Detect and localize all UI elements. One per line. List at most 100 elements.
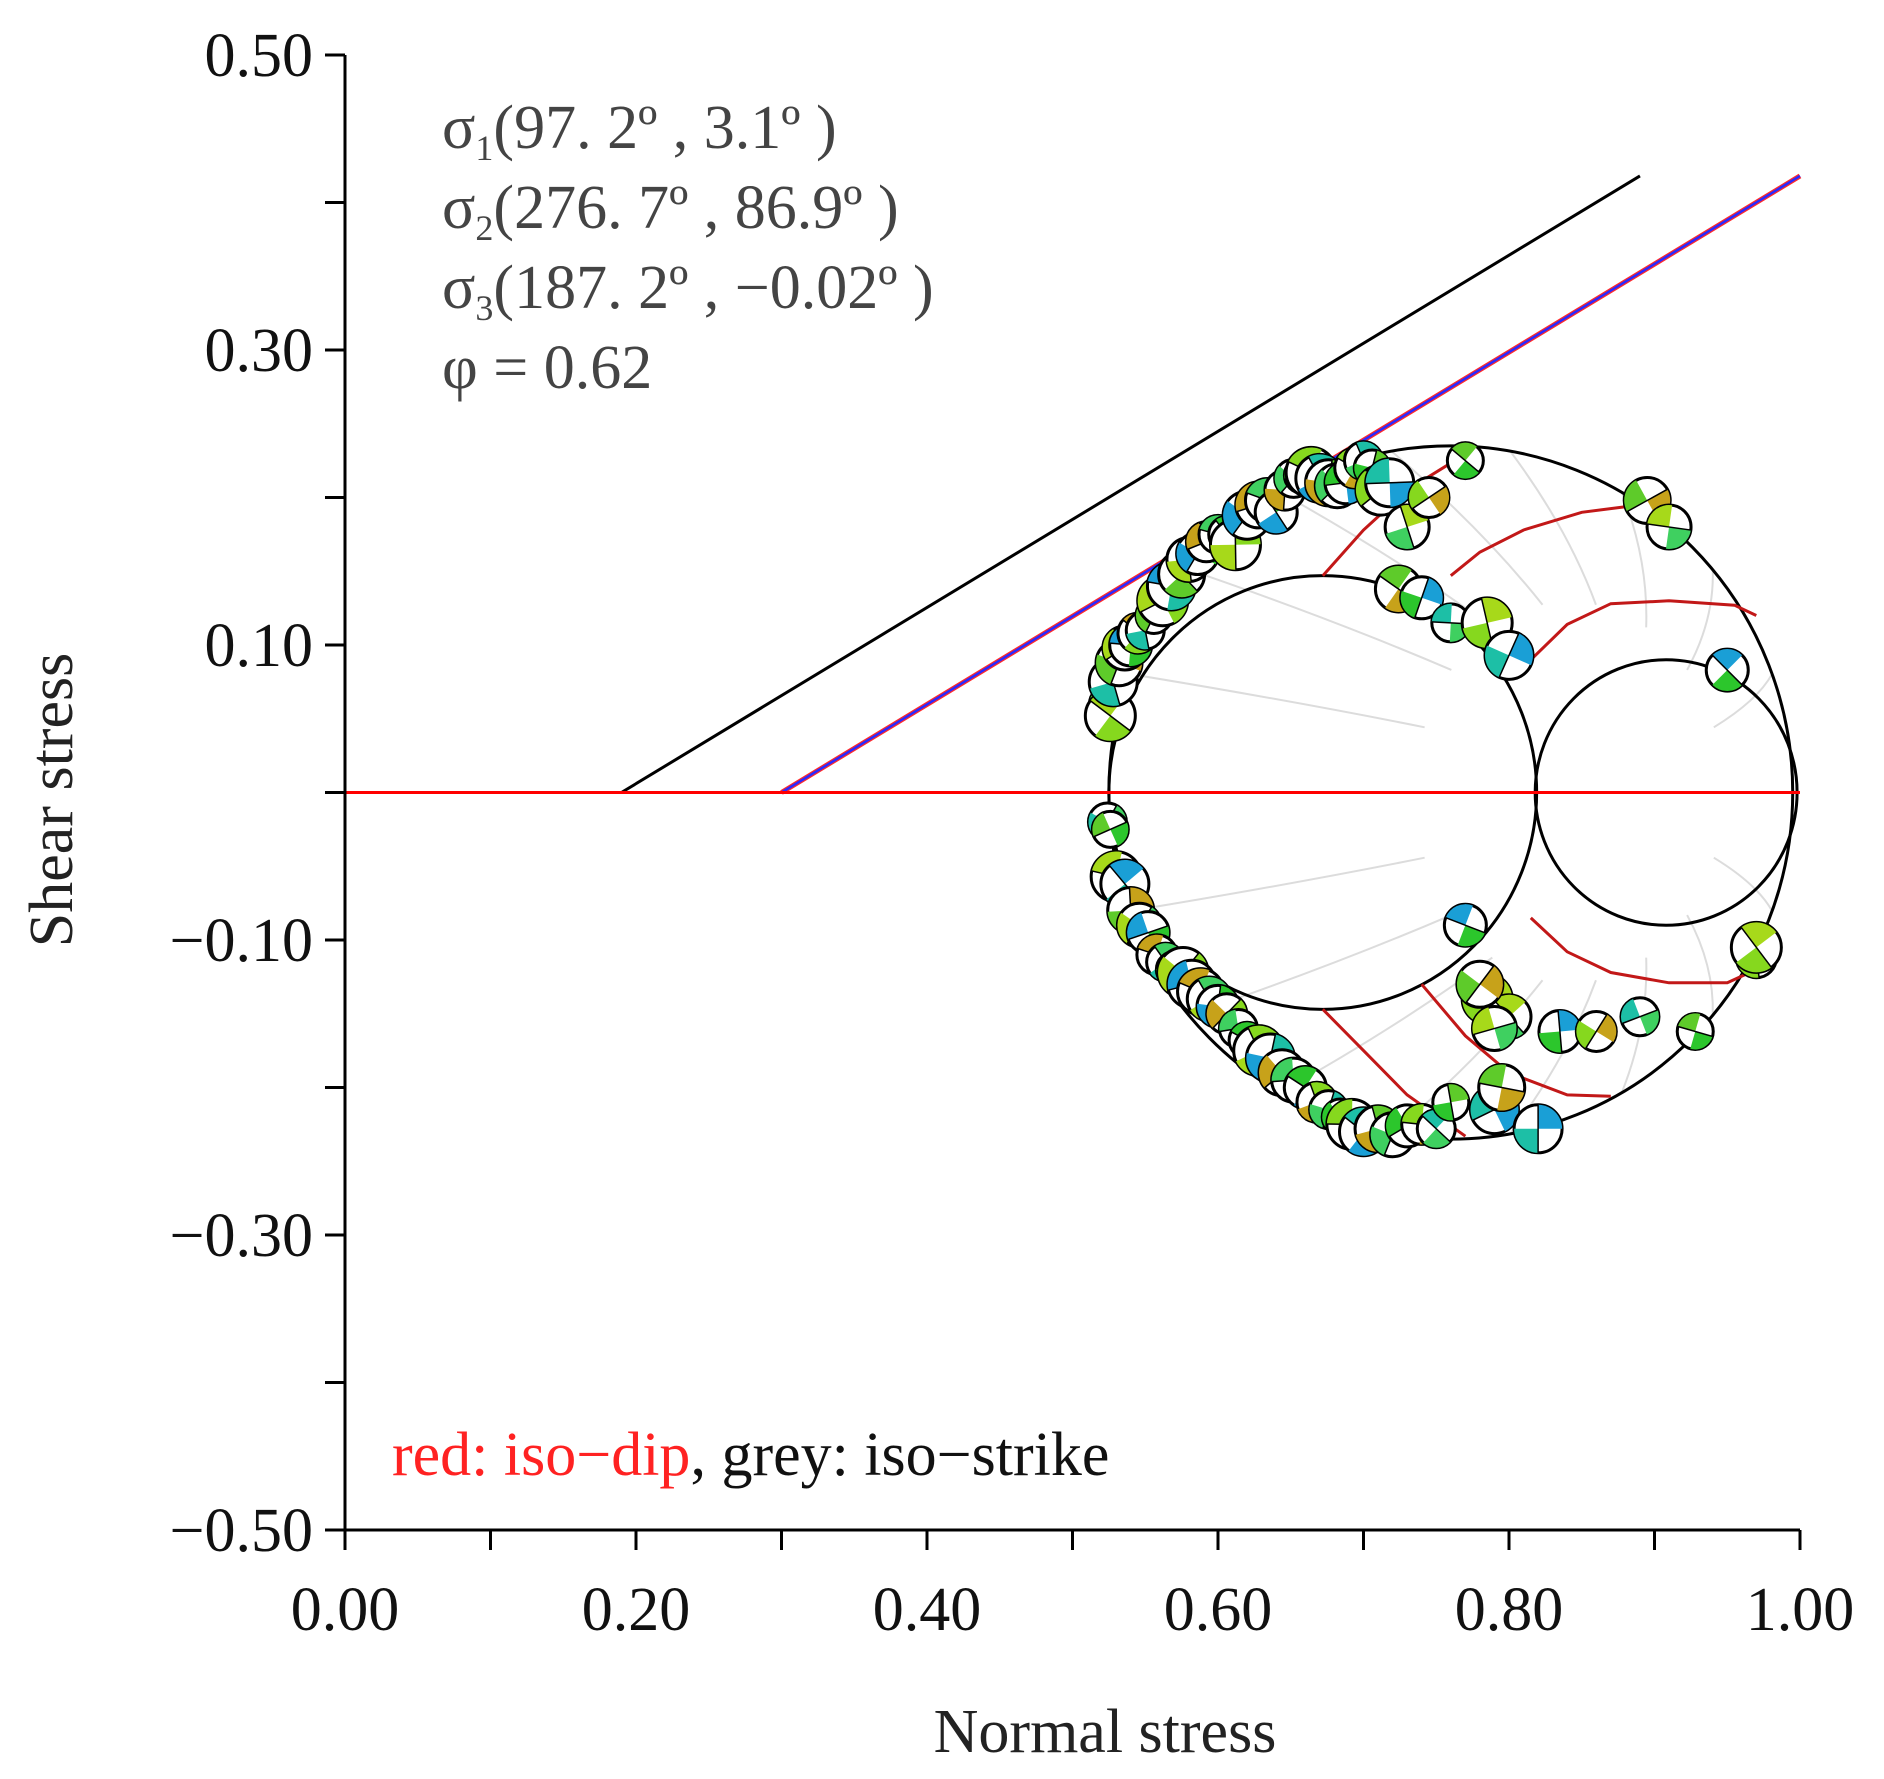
- x-tick-label: 0.80: [1455, 1576, 1564, 1644]
- marker-nodal-plane: [1585, 1014, 1608, 1049]
- marker-nodal-plane: [1711, 654, 1743, 686]
- marker-quadrant: [1433, 1102, 1454, 1121]
- marker-quadrant: [1494, 994, 1526, 1017]
- marker-quadrant: [1624, 480, 1648, 512]
- fault-plane-marker: [1483, 629, 1535, 681]
- marker-nodal-plane: [1465, 965, 1495, 1004]
- marker-quadrant: [1447, 1084, 1469, 1103]
- marker-quadrant: [1538, 1104, 1563, 1129]
- fault-plane-marker: [1704, 647, 1750, 693]
- marker-quadrant: [1223, 501, 1248, 535]
- marker-nodal-plane: [1411, 485, 1446, 510]
- marker-nodal-plane: [1740, 926, 1772, 968]
- marker-quadrant: [1287, 1066, 1317, 1088]
- marker-quadrant: [1462, 622, 1493, 648]
- marker-quadrant: [1539, 1031, 1562, 1053]
- iso-dip-2: [1449, 503, 1641, 577]
- marker-quadrant: [1558, 1010, 1581, 1032]
- iso-strike-line: [1129, 856, 1425, 913]
- marker-quadrant: [1647, 504, 1673, 527]
- marker-quadrant: [1423, 1128, 1451, 1148]
- marker-quadrant: [1408, 480, 1429, 509]
- marker-quadrant: [1494, 1022, 1517, 1050]
- marker-quadrant: [1712, 670, 1743, 692]
- marker-quadrant: [1219, 1009, 1239, 1032]
- legend-iso-dip: red: iso−dip: [392, 1421, 690, 1489]
- marker-quadrant: [1677, 1013, 1701, 1032]
- fault-plane-marker: [1512, 1103, 1564, 1155]
- fault-plane-marker: [1399, 575, 1445, 621]
- marker-quadrant: [1596, 1014, 1617, 1042]
- marker-quadrant: [1109, 859, 1144, 884]
- marker-nodal-plane: [1621, 1009, 1658, 1025]
- y-tick-label: −0.10: [170, 907, 313, 975]
- marker-nodal-plane: [1414, 577, 1430, 618]
- marker-nodal-plane: [1473, 1021, 1516, 1036]
- marker-quadrant: [1386, 1107, 1408, 1137]
- fault-plane-marker: [1729, 920, 1783, 974]
- marker-nodal-plane: [1498, 633, 1520, 678]
- marker-quadrant: [1456, 970, 1480, 1003]
- iso-dip-5: [1529, 916, 1757, 985]
- fault-plane-marker: [1470, 1005, 1518, 1052]
- marker-nodal-plane: [1128, 925, 1169, 941]
- marker-quadrant: [1126, 630, 1149, 650]
- phi-annotation: φ = 0.62: [442, 334, 652, 402]
- x-axis-title: Normal stress: [934, 1698, 1277, 1766]
- marker-quadrant: [1259, 1055, 1283, 1088]
- x-tick-label: 1.00: [1746, 1576, 1855, 1644]
- y-tick-label: 0.50: [205, 22, 314, 90]
- fault-plane-marker: [1364, 457, 1416, 509]
- marker-quadrant: [1497, 1087, 1525, 1111]
- fault-plane-marker: [1431, 1082, 1471, 1122]
- fault-plane-marker: [1622, 475, 1672, 525]
- marker-quadrant: [1206, 999, 1227, 1029]
- y-tick-label: −0.50: [170, 1497, 313, 1565]
- marker-quadrant: [1453, 460, 1480, 479]
- iso-strike-line: [1686, 569, 1714, 671]
- marker-quadrant: [1736, 947, 1772, 973]
- marker-nodal-plane: [1557, 1010, 1563, 1053]
- marker-quadrant: [1365, 458, 1390, 484]
- marker-nodal-plane: [1093, 821, 1128, 838]
- marker-nodal-plane: [1647, 523, 1691, 531]
- marker-quadrant: [1264, 488, 1285, 511]
- marker-quadrant: [1712, 649, 1743, 671]
- fault-plane-marker: [1477, 1063, 1527, 1112]
- marker-quadrant: [1639, 1009, 1659, 1035]
- marker-quadrant: [1690, 1031, 1713, 1050]
- marker-quadrant: [1741, 922, 1777, 948]
- fault-plane-marker: [1442, 902, 1488, 948]
- marker-quadrant: [1485, 645, 1509, 678]
- iso-strike-line: [1390, 450, 1544, 606]
- marker-nodal-plane: [1677, 1025, 1713, 1038]
- marker-nodal-plane: [1399, 505, 1415, 549]
- marker-quadrant: [1479, 965, 1503, 999]
- fault-plane-marker: [1645, 503, 1693, 551]
- sigma2-annotation: σ2(276. 7º , 86.9º ): [442, 174, 899, 248]
- iso-strike-line: [1509, 450, 1597, 606]
- fault-plane-marker: [1537, 1008, 1583, 1054]
- iso-strike-line: [1713, 673, 1773, 729]
- fault-plane-marker: [1675, 1011, 1715, 1051]
- y-axis-title: Shear stress: [18, 653, 86, 947]
- marker-quadrant: [1451, 442, 1477, 461]
- sigma1-annotation: σ1(97. 2º , 3.1º ): [442, 94, 837, 168]
- marker-quadrant: [1164, 574, 1198, 598]
- marker-quadrant: [1428, 486, 1450, 515]
- marker-quadrant: [1176, 542, 1198, 572]
- axes: [343, 55, 1800, 1532]
- marker-quadrant: [1095, 715, 1131, 741]
- x-tick-label: 0.00: [291, 1576, 400, 1644]
- marker-nodal-plane: [1089, 700, 1131, 732]
- x-tick-label: 0.40: [873, 1576, 982, 1644]
- marker-nodal-plane: [1445, 917, 1486, 934]
- marker-quadrant: [1472, 1007, 1495, 1035]
- marker-quadrant: [1127, 912, 1149, 940]
- sigma3-annotation: σ3(187. 2º , −0.02º ): [442, 254, 934, 328]
- marker-quadrant: [1479, 1064, 1507, 1088]
- iso-strike-line: [1713, 856, 1773, 912]
- fault-plane-marker: [1407, 476, 1451, 519]
- stress-annotation: σ1(97. 2º , 3.1º ) σ2(276. 7º , 86.9º ) …: [442, 94, 934, 402]
